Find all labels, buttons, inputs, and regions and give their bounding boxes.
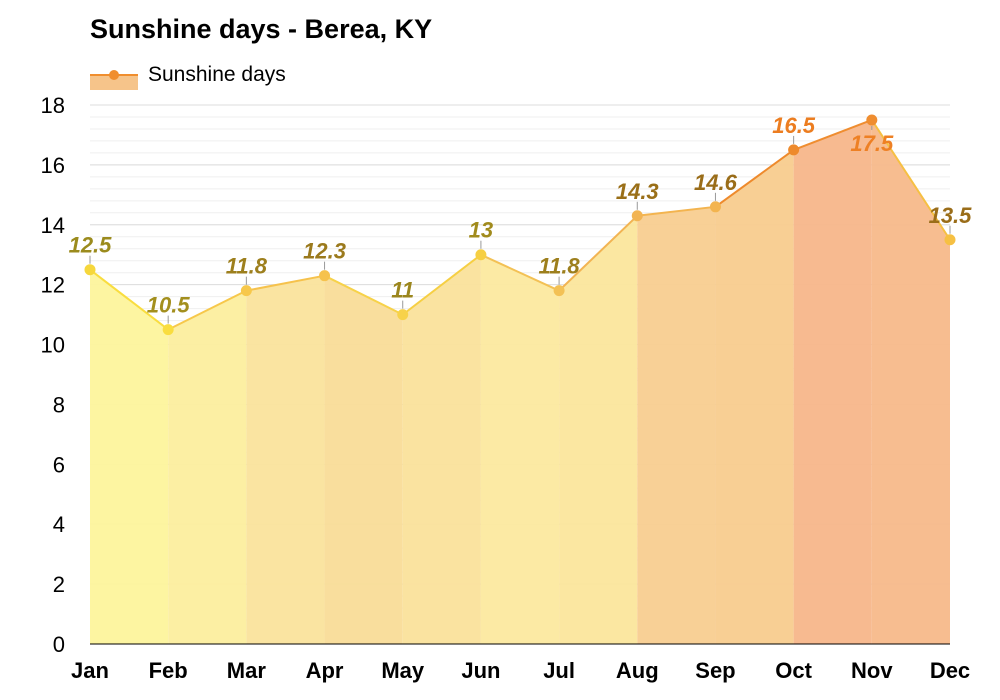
data-label: 14.3 bbox=[616, 179, 659, 204]
legend[interactable]: Sunshine days bbox=[90, 60, 286, 90]
data-point bbox=[788, 144, 800, 156]
x-tick-label: Apr bbox=[306, 658, 344, 683]
area-segment bbox=[168, 290, 247, 644]
series-line-segment bbox=[167, 289, 247, 331]
legend-swatch-icon bbox=[90, 60, 138, 90]
data-label: 11.8 bbox=[226, 254, 268, 279]
data-point bbox=[162, 324, 174, 336]
y-tick-label: 18 bbox=[41, 93, 65, 118]
data-label: 12.5 bbox=[69, 233, 113, 258]
area-segment bbox=[90, 269, 169, 644]
area-segment bbox=[246, 275, 325, 644]
data-point bbox=[631, 210, 643, 222]
x-tick-label: Jul bbox=[543, 658, 575, 683]
area-segment bbox=[324, 275, 403, 644]
data-point bbox=[475, 249, 487, 261]
data-label: 13.5 bbox=[929, 203, 973, 228]
x-tick-label: Jun bbox=[461, 658, 500, 683]
data-point bbox=[944, 234, 956, 246]
x-tick-label: May bbox=[381, 658, 425, 683]
y-tick-label: 0 bbox=[53, 632, 65, 657]
data-label: 10.5 bbox=[147, 293, 191, 318]
y-tick-label: 8 bbox=[53, 392, 65, 417]
data-point bbox=[397, 309, 409, 321]
series-line-segment bbox=[246, 274, 325, 292]
series-line-segment bbox=[324, 274, 404, 316]
area-segment bbox=[715, 149, 794, 644]
y-tick-label: 4 bbox=[53, 512, 65, 537]
x-tick-label: Jan bbox=[71, 658, 109, 683]
y-tick-label: 14 bbox=[41, 213, 65, 238]
series-line-segment bbox=[637, 205, 716, 217]
x-tick-label: Oct bbox=[775, 658, 812, 683]
y-tick-label: 12 bbox=[41, 273, 65, 298]
data-label: 11 bbox=[391, 278, 414, 303]
series-line-segment bbox=[870, 119, 951, 241]
data-point bbox=[553, 285, 565, 297]
y-tick-label: 6 bbox=[53, 452, 65, 477]
data-point bbox=[709, 201, 721, 213]
series-line-segment bbox=[480, 253, 560, 292]
data-point bbox=[319, 270, 331, 282]
series-line-segment bbox=[402, 253, 482, 316]
area-segment bbox=[480, 254, 560, 644]
x-tick-label: Nov bbox=[851, 658, 893, 683]
area-segment bbox=[793, 119, 872, 644]
area-segment bbox=[637, 206, 716, 645]
x-tick-label: Dec bbox=[930, 658, 970, 683]
x-tick-label: Mar bbox=[227, 658, 267, 683]
chart-title: Sunshine days - Berea, KY bbox=[90, 14, 433, 44]
data-label: 12.3 bbox=[303, 239, 346, 264]
x-tick-label: Aug bbox=[616, 658, 659, 683]
series-line-segment bbox=[793, 119, 873, 151]
data-label: 16.5 bbox=[772, 113, 816, 138]
data-point bbox=[866, 114, 878, 126]
data-label: 17.5 bbox=[850, 131, 894, 156]
series-line-segment bbox=[558, 215, 638, 292]
legend-label: Sunshine days bbox=[148, 63, 286, 86]
series-line-segment bbox=[89, 268, 169, 331]
data-point bbox=[240, 285, 252, 297]
area-segment bbox=[402, 254, 481, 644]
x-tick-label: Sep bbox=[695, 658, 735, 683]
data-point bbox=[84, 264, 96, 276]
data-label: 11.8 bbox=[538, 254, 580, 279]
x-tick-label: Feb bbox=[149, 658, 188, 683]
area-segment bbox=[871, 119, 950, 644]
area-segment bbox=[559, 215, 638, 645]
series-line-segment bbox=[714, 149, 795, 208]
y-tick-label: 2 bbox=[53, 572, 65, 597]
data-label: 14.6 bbox=[694, 170, 738, 195]
data-label: 13 bbox=[469, 218, 493, 243]
y-tick-label: 10 bbox=[41, 333, 65, 358]
y-tick-label: 16 bbox=[41, 153, 65, 178]
